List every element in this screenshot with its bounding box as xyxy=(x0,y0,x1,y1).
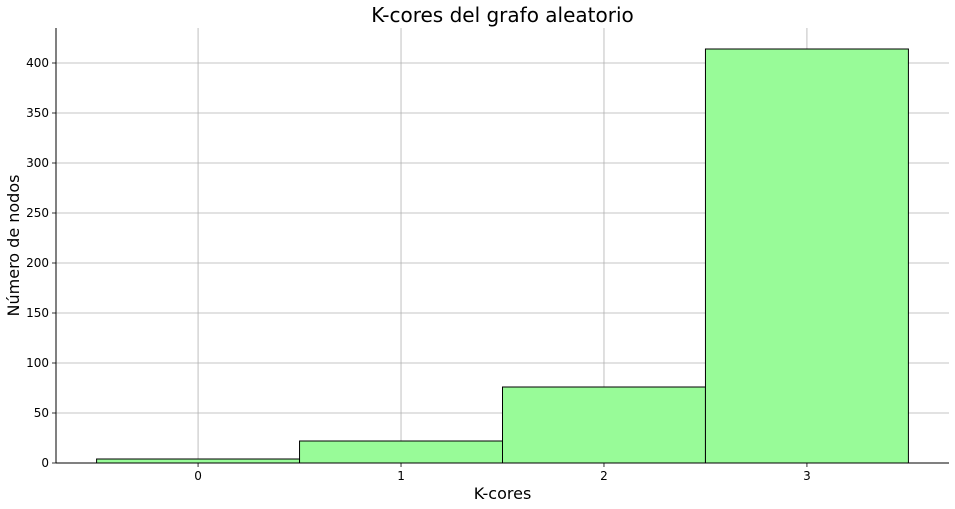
x-tick-label: 2 xyxy=(600,469,608,483)
y-tick-label: 0 xyxy=(41,456,49,470)
x-tick-label: 0 xyxy=(194,469,202,483)
axes xyxy=(55,28,949,464)
y-tick-label: 150 xyxy=(26,306,49,320)
y-tick-label: 50 xyxy=(34,406,49,420)
y-tick-label: 300 xyxy=(26,156,49,170)
chart-title: K-cores del grafo aleatorio xyxy=(371,3,634,27)
bars xyxy=(96,48,909,464)
y-axis-title: Número de nodos xyxy=(4,175,23,317)
x-tick-label: 3 xyxy=(803,469,811,483)
bar xyxy=(96,458,301,464)
bar xyxy=(299,440,503,464)
x-tick-label: 1 xyxy=(397,469,405,483)
y-tick-label: 200 xyxy=(26,256,49,270)
bar xyxy=(704,48,909,464)
tick-labels: 0 50 100 150 200 250 300 350 400 0 1 2 3 xyxy=(26,56,811,483)
y-tick-label: 250 xyxy=(26,206,49,220)
y-tick-label: 350 xyxy=(26,106,49,120)
x-axis-title: K-cores xyxy=(474,484,532,503)
y-tick-label: 400 xyxy=(26,56,49,70)
y-tick-label: 100 xyxy=(26,356,49,370)
bar xyxy=(502,386,706,464)
